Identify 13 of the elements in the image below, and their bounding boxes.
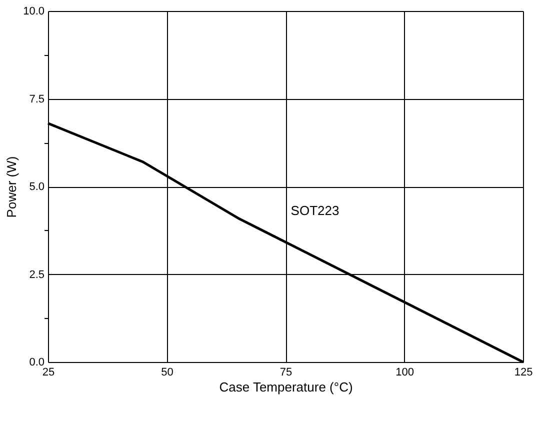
annotation: SOT223 — [290, 203, 340, 218]
y-tick-label: 0.0 — [29, 356, 44, 368]
x-tick-label: 50 — [161, 366, 174, 378]
y-tick-label: 10.0 — [23, 6, 44, 18]
x-tick-label: 25 — [42, 366, 55, 378]
x-tick-label: 100 — [396, 366, 414, 378]
x-axis-title: Case Temperature (°C) — [219, 380, 353, 394]
y-tick-label: 2.5 — [29, 268, 44, 281]
x-tick-label: 75 — [280, 366, 292, 378]
x-tick-label: 125 — [514, 366, 533, 378]
y-tick-label: 7.5 — [29, 93, 44, 106]
y-tick-label: 5.0 — [29, 181, 44, 193]
y-axis-title: Power (W) — [4, 156, 20, 218]
